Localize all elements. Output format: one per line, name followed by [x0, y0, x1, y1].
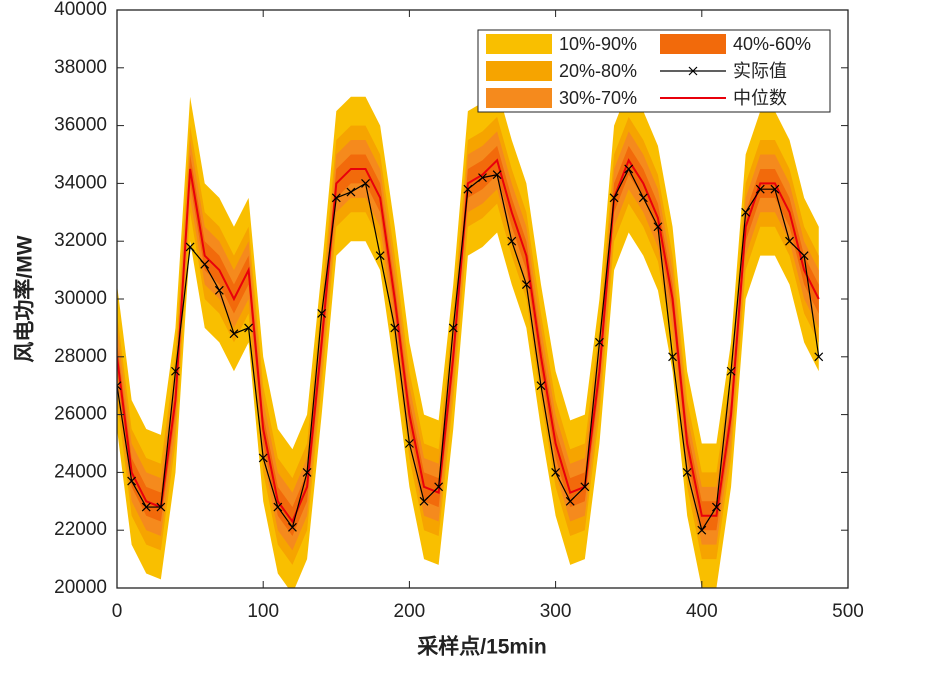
x-marker — [492, 170, 502, 180]
x-marker — [478, 173, 487, 183]
x-marker — [141, 502, 151, 512]
y-tick-label: 20000 — [54, 577, 107, 598]
series-line — [117, 158, 820, 524]
x-tick-label: 200 — [394, 601, 426, 622]
x-marker — [580, 482, 590, 492]
x-marker — [682, 467, 692, 477]
x-marker — [156, 502, 166, 512]
legend-label: 20%-80% — [559, 61, 637, 81]
x-marker — [595, 337, 604, 347]
legend-swatch — [660, 34, 726, 54]
x-marker — [214, 285, 224, 295]
y-tick-label: 26000 — [54, 404, 107, 425]
x-marker — [814, 352, 824, 362]
x-marker — [551, 467, 561, 477]
axes: 20000 22000 24000 26000 28000 30000 32000 34000… — [54, 0, 864, 622]
x-marker — [785, 236, 794, 246]
x-marker — [317, 309, 327, 318]
x-tick-label: 400 — [686, 601, 718, 622]
x-marker — [258, 453, 268, 463]
x-marker — [799, 251, 809, 261]
x-tick-label: 500 — [832, 601, 864, 622]
x-marker — [229, 329, 239, 339]
x-marker — [448, 323, 458, 333]
y-tick-label: 24000 — [54, 461, 107, 482]
x-marker — [536, 381, 546, 391]
x-marker — [404, 439, 414, 448]
y-tick-label: 30000 — [54, 288, 107, 309]
y-tick-label: 38000 — [54, 57, 107, 78]
x-marker — [463, 184, 473, 194]
legend-label: 10%-90% — [559, 34, 637, 54]
legend-label: 实际值 — [733, 61, 787, 81]
x-marker — [565, 496, 575, 506]
x-marker — [419, 496, 429, 506]
legend-swatch — [486, 88, 552, 108]
x-marker — [331, 193, 341, 203]
x-tick-label: 300 — [540, 601, 572, 622]
x-marker — [726, 366, 736, 376]
x-marker — [200, 259, 210, 269]
y-axis-label: 风电功率/MW — [13, 235, 37, 362]
y-tick-label: 32000 — [54, 230, 107, 251]
x-marker — [668, 352, 677, 362]
y-tick-label: 34000 — [54, 172, 107, 193]
x-marker — [521, 280, 531, 289]
x-marker — [185, 242, 195, 252]
x-marker — [755, 184, 765, 194]
y-tick-label: 28000 — [54, 346, 107, 367]
x-marker — [273, 502, 283, 512]
x-marker — [302, 467, 312, 477]
legend-swatch — [486, 61, 552, 81]
quantile-band — [117, 131, 819, 551]
x-marker — [609, 193, 619, 203]
legend-label: 40%-60% — [733, 34, 811, 54]
y-tick-label: 36000 — [54, 115, 107, 136]
x-tick-label: 0 — [112, 601, 123, 622]
legend-label: 中位数 — [733, 88, 787, 108]
x-marker — [117, 381, 122, 391]
x-marker — [653, 222, 663, 232]
x-marker — [171, 366, 180, 376]
x-marker — [288, 522, 297, 532]
x-marker — [361, 178, 370, 188]
x-marker — [711, 502, 721, 512]
legend-marker — [688, 66, 698, 76]
plot-area — [117, 88, 824, 588]
x-marker — [390, 323, 400, 333]
x-marker — [741, 207, 751, 217]
x-marker — [375, 251, 385, 261]
x-marker — [127, 476, 137, 486]
legend-label: 30%-70% — [559, 88, 637, 108]
y-tick-label: 40000 — [54, 0, 107, 20]
x-marker — [697, 525, 707, 535]
x-marker — [770, 184, 780, 194]
x-marker — [244, 323, 254, 333]
x-axis-label: 采样点/15min — [417, 635, 547, 659]
x-marker — [624, 164, 634, 174]
x-marker — [346, 187, 356, 197]
y-tick-label: 22000 — [54, 519, 107, 540]
legend-swatch — [486, 34, 552, 54]
x-tick-label: 100 — [247, 601, 279, 622]
x-marker — [507, 236, 517, 246]
x-marker — [434, 482, 444, 492]
x-marker — [638, 193, 648, 203]
